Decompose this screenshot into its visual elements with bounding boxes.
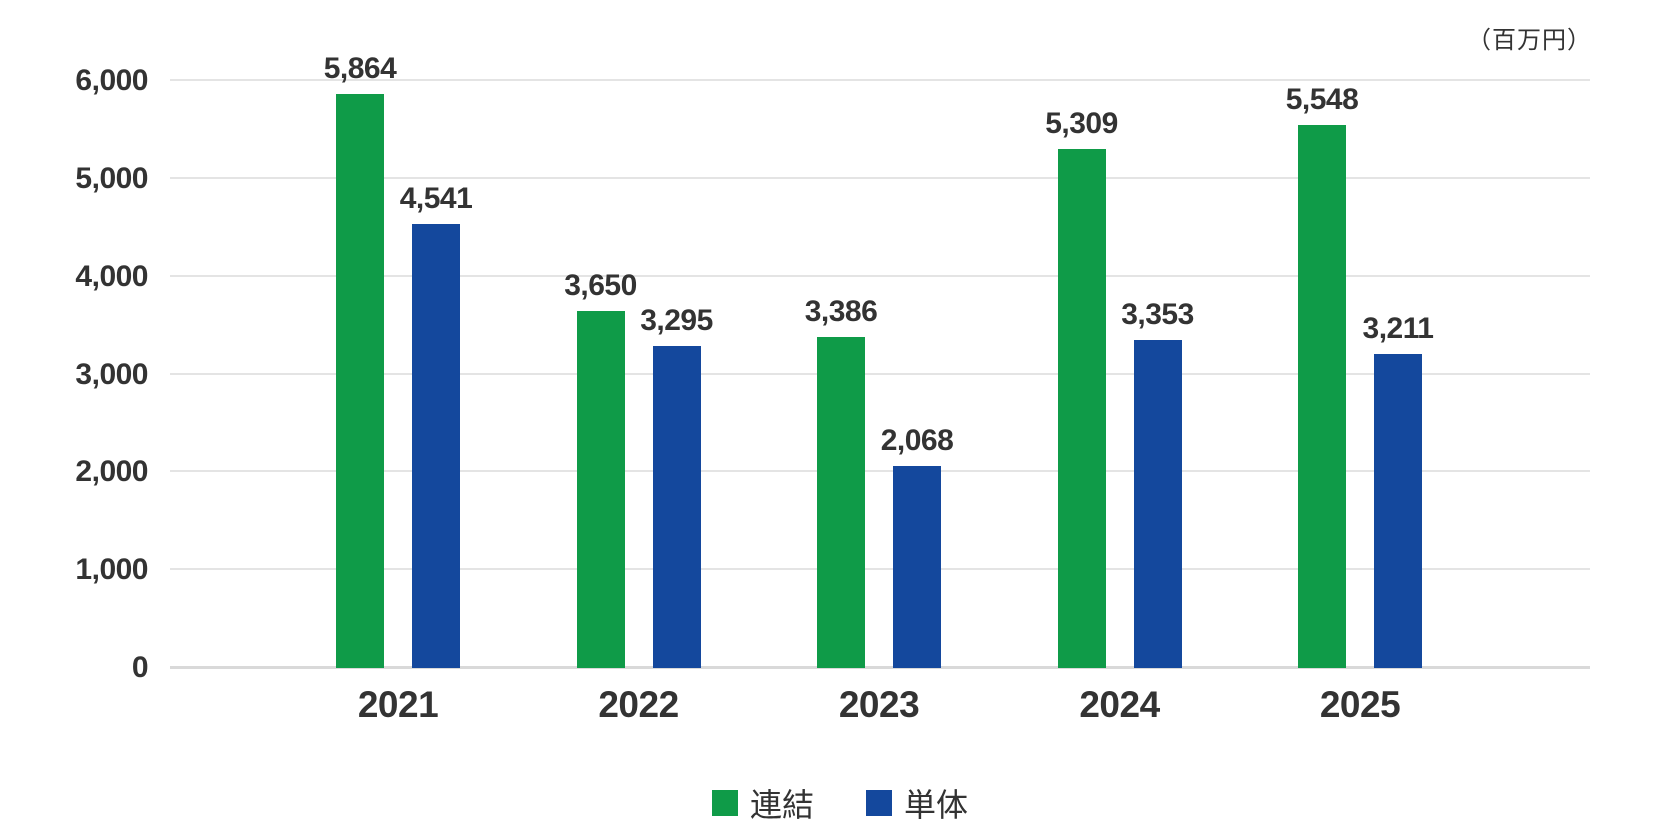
bar-value-label: 3,386 xyxy=(804,294,878,328)
bar-value-label: 5,864 xyxy=(323,52,397,86)
y-tick-label: 4,000 xyxy=(75,259,148,293)
x-tick-label: 2023 xyxy=(838,684,920,725)
y-tick-label: 3,000 xyxy=(75,357,148,391)
x-tick-label: 2022 xyxy=(598,684,679,725)
bar-consolidated xyxy=(576,310,625,668)
bar-group: 2021 5,864 4,541 xyxy=(324,52,473,725)
bar-consolidated xyxy=(336,94,384,668)
grid-line xyxy=(170,372,1590,375)
legend-item-consolidated: 連結 xyxy=(711,780,814,826)
bar-standalone xyxy=(412,223,460,668)
x-tick-label: 2025 xyxy=(1319,684,1401,725)
bar-slot-standalone: 3,353 xyxy=(1121,81,1194,668)
legend-item-standalone: 単体 xyxy=(866,780,968,826)
y-tick-label: 0 xyxy=(131,651,149,684)
x-axis-line xyxy=(170,666,1590,669)
bar-value-label: 3,295 xyxy=(640,303,713,337)
bar-standalone xyxy=(1133,339,1182,668)
grid-line xyxy=(170,470,1590,473)
bar-slot-standalone: 3,211 xyxy=(1363,81,1434,668)
bar-slot-standalone: 2,068 xyxy=(881,81,954,668)
bar-value-label: 3,211 xyxy=(1362,311,1434,345)
bar-value-label: 5,309 xyxy=(1045,106,1118,140)
bar-group: 2024 5,309 3,353 xyxy=(1045,81,1194,725)
y-tick-label: 5,000 xyxy=(75,161,148,195)
bar-group: 2023 3,386 2,068 xyxy=(805,81,954,725)
y-tick-label: 6,000 xyxy=(75,64,148,97)
legend-label-standalone: 単体 xyxy=(904,787,969,823)
x-tick-label: 2024 xyxy=(1079,684,1160,725)
bar-value-label: 3,650 xyxy=(564,268,637,302)
bar-value-label: 2,068 xyxy=(880,423,954,457)
bar-value-label: 3,353 xyxy=(1121,297,1194,331)
bar-slot-consolidated: 3,650 xyxy=(564,81,637,668)
bar-consolidated xyxy=(1057,148,1106,668)
grid-line xyxy=(170,568,1590,571)
bar-group: 2022 3,650 3,295 xyxy=(564,81,713,725)
unit-label: （百万円） xyxy=(1467,27,1592,54)
bar-slot-consolidated: 5,548 xyxy=(1286,81,1359,668)
bar-value-label: 5,548 xyxy=(1285,83,1359,117)
bar-consolidated xyxy=(1298,125,1346,668)
y-tick-label: 1,000 xyxy=(75,553,148,587)
x-tick-label: 2021 xyxy=(357,684,439,725)
y-tick-label: 2,000 xyxy=(75,455,148,489)
bar-slot-standalone: 4,541 xyxy=(400,81,473,668)
grid-line xyxy=(170,274,1590,277)
grid-line xyxy=(170,79,1590,81)
bar-slot-consolidated: 3,386 xyxy=(805,81,878,668)
bar-standalone xyxy=(652,345,701,668)
bar-consolidated xyxy=(817,336,865,668)
bar-slot-consolidated: 5,309 xyxy=(1045,81,1118,668)
bar-slot-consolidated: 5,864 xyxy=(324,52,397,668)
bar-value-label: 4,541 xyxy=(399,181,473,215)
bar-group: 2025 5,548 3,211 xyxy=(1286,81,1434,725)
plot-area: 0 1,000 2,000 3,000 4,000 5,000 6,000 2021 5,864… xyxy=(75,52,1590,725)
legend-label-consolidated: 連結 xyxy=(749,787,814,823)
grid-line xyxy=(170,176,1590,179)
legend-swatch-consolidated xyxy=(711,790,738,816)
legend: 連結 単体 xyxy=(0,780,1680,826)
legend-swatch-standalone xyxy=(866,790,892,816)
bar-standalone xyxy=(1374,353,1422,668)
bar-slot-standalone: 3,295 xyxy=(640,81,713,668)
bar-standalone xyxy=(893,465,941,668)
